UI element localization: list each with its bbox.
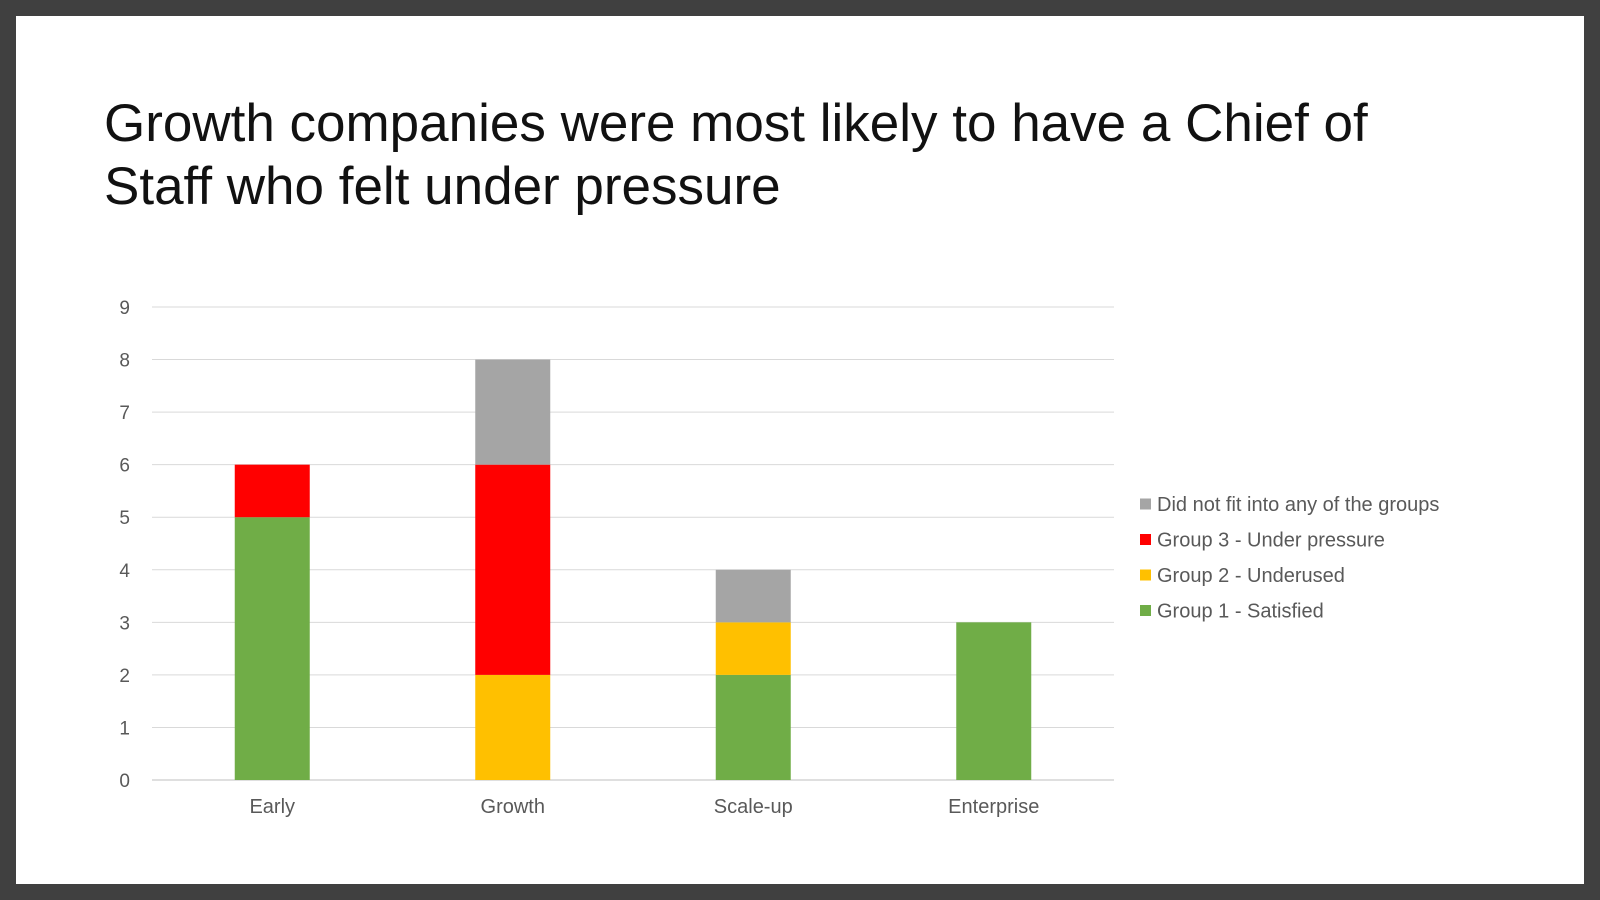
y-tick-label-6: 6: [119, 456, 130, 477]
bar-early-series-1: [234, 517, 310, 780]
bar-growth-series-4: [475, 359, 551, 465]
bar-early-series-3: [234, 464, 310, 518]
y-tick-label-9: 9: [119, 298, 130, 319]
y-tick-label-8: 8: [119, 351, 130, 372]
y-tick-label-7: 7: [119, 403, 130, 424]
legend-swatch: [1140, 569, 1151, 581]
x-category-label: Early: [249, 796, 295, 818]
y-tick-label-1: 1: [119, 718, 130, 739]
legend-swatch: [1140, 498, 1151, 510]
slide-title: Growth companies were most likely to hav…: [104, 94, 1368, 216]
y-tick-label-3: 3: [119, 613, 130, 634]
x-category-label: Growth: [481, 796, 545, 818]
y-tick-label-0: 0: [119, 771, 130, 792]
bar-scale-up-series-1: [715, 674, 791, 780]
bar-scale-up-series-4: [715, 569, 791, 623]
legend-swatch: [1140, 605, 1151, 616]
y-tick-label-4: 4: [119, 561, 130, 582]
bar-scale-up-series-2: [715, 622, 791, 675]
legend-label: Did not fit into any of the groups: [1157, 494, 1439, 516]
bar-enterprise-series-1: [956, 622, 1032, 780]
legend-swatch: [1140, 534, 1151, 545]
y-tick-label-5: 5: [119, 508, 130, 529]
bar-growth-series-2: [475, 674, 551, 780]
x-category-label: Scale-up: [714, 796, 793, 818]
x-category-label: Enterprise: [948, 796, 1039, 818]
slide: Growth companies were most likely to hav…: [16, 16, 1584, 884]
legend-label: Group 1 - Satisfied: [1157, 601, 1324, 623]
legend-label: Group 2 - Underused: [1157, 565, 1345, 587]
legend-label: Group 3 - Under pressure: [1157, 530, 1385, 552]
y-tick-label-2: 2: [119, 666, 130, 687]
stacked-bar-chart: 0 1 2 3 4 5 6 7 8 9 Early Growth Scale-up Enterprise D…: [119, 298, 1439, 818]
bar-growth-series-3: [475, 464, 551, 675]
